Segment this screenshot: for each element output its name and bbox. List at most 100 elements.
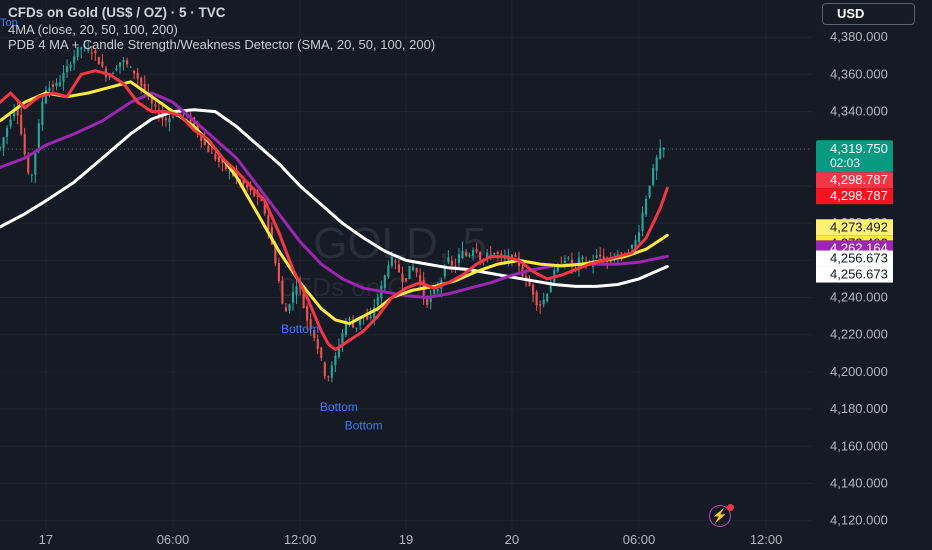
top-signal-label: Top xyxy=(0,17,18,29)
candle-body xyxy=(309,319,312,330)
candle-body xyxy=(443,266,446,277)
candle-body xyxy=(461,250,464,259)
candle-body xyxy=(313,330,316,339)
candle-body xyxy=(330,365,333,378)
candle xyxy=(457,247,461,269)
candle-body xyxy=(542,299,545,305)
candle-body xyxy=(44,90,47,104)
candle-body xyxy=(479,252,482,260)
candle-body xyxy=(122,60,125,63)
candle-body xyxy=(450,260,453,266)
candle xyxy=(246,183,249,192)
candle-body xyxy=(51,84,55,87)
candle-body xyxy=(55,82,58,87)
candle-body xyxy=(13,109,16,117)
price-tick-label: 4,240.000 xyxy=(830,290,888,305)
candle xyxy=(472,247,475,261)
candle xyxy=(334,352,337,372)
candle-body xyxy=(224,163,228,170)
candle-body xyxy=(291,291,295,303)
candle xyxy=(41,94,44,132)
candle-body xyxy=(143,83,146,92)
candle xyxy=(62,64,65,91)
candle-body xyxy=(90,52,93,54)
candle xyxy=(514,252,517,258)
candle-body xyxy=(168,118,171,123)
candle xyxy=(397,256,400,273)
candle xyxy=(383,274,386,293)
candle-body xyxy=(369,316,372,319)
ma-value: 4,256.673 xyxy=(830,267,888,282)
candle-body xyxy=(645,199,648,215)
candle xyxy=(34,149,37,184)
candle-body xyxy=(436,289,439,291)
candle-body xyxy=(111,73,115,75)
candle xyxy=(599,247,602,261)
candle-body xyxy=(351,322,355,328)
lightning-icon[interactable]: ⚡ xyxy=(709,505,731,527)
candle-body xyxy=(567,257,570,259)
candle xyxy=(419,268,422,289)
candle-body xyxy=(359,318,362,326)
candle-body xyxy=(599,254,602,257)
candle xyxy=(136,67,139,87)
candle xyxy=(387,260,390,280)
candle xyxy=(535,290,538,311)
candle-body xyxy=(136,72,139,79)
candle xyxy=(129,65,132,69)
candle-body xyxy=(302,290,305,308)
currency-button[interactable]: USD xyxy=(822,3,915,25)
candle-body xyxy=(464,252,468,256)
candle-body xyxy=(150,98,153,104)
candle-body xyxy=(154,104,157,107)
candle-body xyxy=(228,170,231,172)
candle-body xyxy=(2,137,5,148)
candle-body xyxy=(263,200,266,214)
candle-body xyxy=(214,154,217,160)
candle xyxy=(217,154,220,168)
candle-body xyxy=(256,195,259,197)
candle-body xyxy=(503,258,506,260)
candle-body xyxy=(595,255,598,258)
candle-body xyxy=(634,240,637,248)
ma-value: 4,256.673 xyxy=(830,251,888,266)
candle-body xyxy=(528,281,531,286)
candle-body xyxy=(242,178,245,185)
candle xyxy=(652,163,655,187)
candle-body xyxy=(472,250,475,256)
candle-body xyxy=(118,62,122,67)
candle xyxy=(291,283,295,311)
candle-body xyxy=(426,296,429,305)
candle-body xyxy=(267,215,270,230)
candle-body xyxy=(394,260,397,263)
symbol-title[interactable]: CFDs on Gold (US$ / OZ) · 5 · TVC xyxy=(8,5,226,20)
candle-body xyxy=(20,114,23,134)
candle-body xyxy=(344,321,348,336)
indicator-legend-pdb[interactable]: PDB 4 MA + Candle Strength/Weakness Dete… xyxy=(8,37,436,52)
candle-body xyxy=(630,244,634,249)
candle-body xyxy=(489,254,492,256)
candle xyxy=(595,248,598,260)
candle-body xyxy=(577,257,581,268)
candle-body xyxy=(524,276,528,280)
indicator-legend-4ma[interactable]: 4MA (close, 20, 50, 100, 200) xyxy=(8,22,178,37)
candle-body xyxy=(355,327,358,329)
candle-body xyxy=(659,147,662,159)
time-tick-label: 20 xyxy=(505,532,519,547)
candle-body xyxy=(401,273,404,282)
candle xyxy=(341,328,344,352)
candle-body xyxy=(16,109,19,116)
candle xyxy=(539,300,542,314)
ma-value: 4,273.492 xyxy=(830,219,888,234)
time-tick-label: 19 xyxy=(399,532,413,547)
candle-body xyxy=(539,304,542,306)
candle xyxy=(80,46,83,59)
candle-body xyxy=(94,50,97,54)
time-tick-label: 12:00 xyxy=(750,532,783,547)
bar-countdown: 02:03 xyxy=(830,156,860,170)
candle-body xyxy=(447,257,450,263)
candle-body xyxy=(316,339,319,350)
candle-body xyxy=(48,87,51,92)
candle-body xyxy=(76,47,79,58)
